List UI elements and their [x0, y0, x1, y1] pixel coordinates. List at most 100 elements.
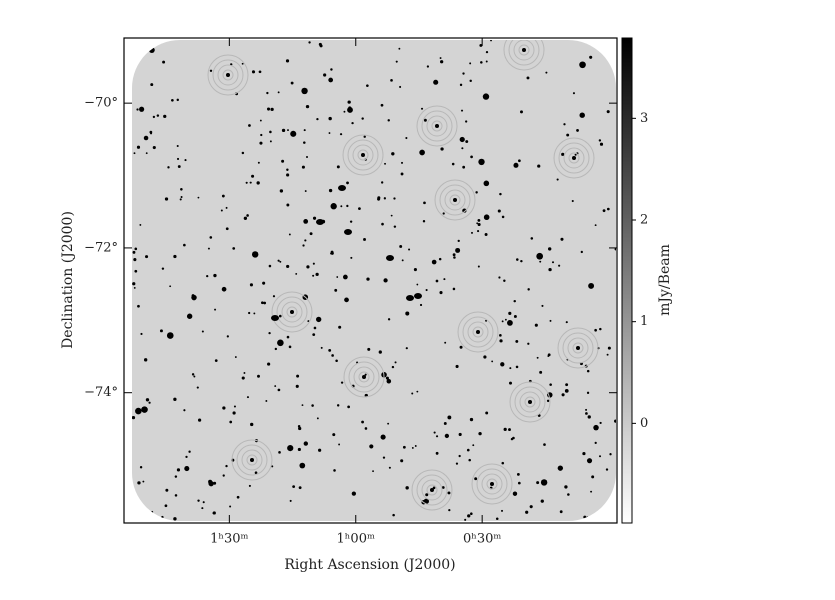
point-source [196, 386, 199, 389]
point-source [452, 287, 456, 291]
artifact-ring [514, 386, 546, 418]
artifact-ring [342, 134, 384, 176]
point-source [142, 480, 145, 483]
point-source [461, 109, 464, 112]
point-source [132, 282, 136, 286]
artifact-ring [343, 356, 385, 398]
point-source [167, 166, 170, 169]
point-source [319, 44, 323, 48]
point-source [606, 353, 609, 356]
point-source [201, 507, 204, 510]
point-source [184, 466, 190, 472]
point-source [499, 334, 502, 337]
point-source [586, 369, 590, 373]
point-source [350, 256, 353, 259]
point-source [299, 462, 306, 469]
point-source [166, 332, 174, 339]
point-source [236, 495, 240, 499]
point-source [163, 114, 167, 118]
point-source [162, 60, 166, 64]
point-source [547, 355, 550, 357]
point-source [139, 106, 145, 112]
point-source [470, 512, 473, 516]
point-source [408, 248, 411, 251]
point-source [340, 381, 344, 384]
point-source [605, 468, 609, 471]
point-source [183, 409, 186, 412]
point-source [405, 136, 408, 140]
point-source [145, 398, 150, 402]
point-source [148, 401, 151, 404]
point-source [245, 181, 248, 184]
point-source [419, 303, 423, 307]
bright-source [522, 48, 526, 52]
point-source [290, 81, 294, 85]
point-source [197, 499, 200, 502]
point-source [377, 197, 381, 201]
point-source [225, 464, 228, 468]
artifact-ring [286, 306, 298, 318]
point-source [309, 232, 313, 236]
point-source [549, 383, 552, 386]
artifact-ring [449, 194, 461, 206]
point-source [416, 283, 419, 286]
point-source [286, 264, 290, 269]
point-source [547, 247, 552, 251]
point-source [303, 441, 308, 446]
point-source [485, 60, 488, 63]
point-source [563, 123, 566, 126]
point-source [440, 60, 444, 64]
point-source [191, 373, 195, 376]
point-source [248, 311, 251, 315]
point-source [499, 192, 502, 196]
point-source [287, 129, 289, 132]
point-source [313, 326, 317, 330]
x-tick-label: 1ʰ00ᵐ [337, 532, 375, 547]
artifact-ring [276, 296, 308, 328]
point-source [381, 222, 384, 226]
point-source [548, 267, 552, 272]
point-source [520, 110, 523, 114]
point-source [515, 365, 519, 369]
point-source [503, 427, 507, 431]
point-source [301, 165, 305, 169]
point-source [330, 68, 333, 71]
point-source [213, 481, 217, 485]
point-source [156, 114, 160, 117]
point-source [525, 510, 529, 514]
point-source [507, 320, 513, 326]
point-source [316, 417, 319, 420]
point-source [220, 209, 223, 212]
point-source [574, 153, 577, 156]
point-source [288, 345, 292, 349]
point-source [491, 360, 494, 363]
point-source [336, 404, 340, 407]
artifact-ring [421, 479, 443, 501]
point-source [483, 355, 487, 359]
point-source [588, 282, 595, 289]
point-source [388, 466, 391, 469]
point-source [137, 304, 140, 308]
point-source [459, 83, 463, 87]
plot-frame [123, 37, 618, 524]
point-source [501, 215, 505, 219]
point-source [576, 129, 579, 132]
point-source [485, 319, 488, 322]
point-source [311, 404, 314, 407]
point-source [516, 472, 520, 476]
point-source [305, 104, 310, 109]
colorbar-tick-label: 2 [640, 213, 648, 228]
point-source [461, 147, 464, 150]
extended-emission [414, 293, 422, 299]
point-source [439, 291, 443, 295]
point-source [369, 444, 374, 449]
bright-source [430, 488, 434, 492]
point-source [469, 62, 472, 65]
point-source [529, 505, 533, 509]
point-source [586, 458, 593, 464]
point-source [549, 319, 552, 322]
point-source [606, 110, 610, 114]
point-source [303, 219, 309, 224]
point-source [159, 329, 163, 333]
point-source [262, 281, 266, 285]
